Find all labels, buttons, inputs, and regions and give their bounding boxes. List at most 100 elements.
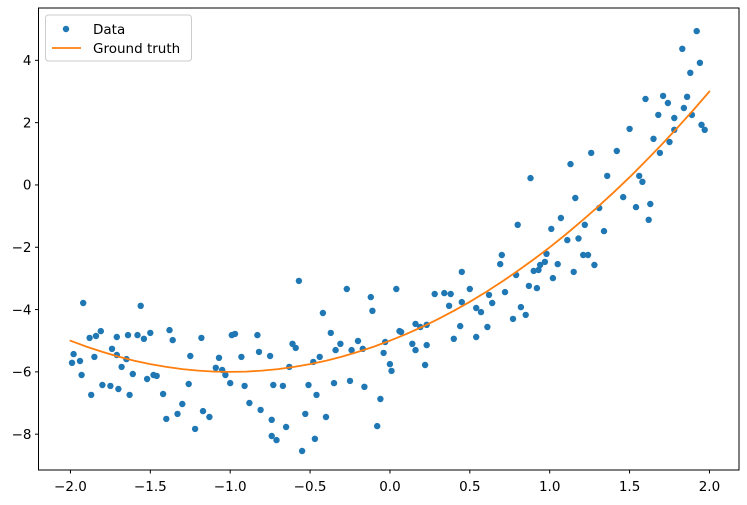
data-point: [656, 149, 664, 157]
data-point: [302, 410, 309, 418]
data-point: [498, 251, 505, 259]
data-point: [473, 333, 480, 341]
legend: Data Ground truth: [45, 14, 192, 62]
data-point: [485, 291, 493, 299]
data-point: [377, 395, 384, 403]
data-point: [664, 99, 672, 107]
data-point: [140, 335, 148, 342]
data-point: [332, 346, 339, 354]
data-point: [647, 200, 654, 208]
data-point: [199, 407, 207, 415]
data-point: [698, 121, 705, 128]
data-point: [88, 391, 95, 399]
data-point: [330, 379, 338, 387]
data-point: [701, 126, 708, 133]
legend-marker-dot: [62, 25, 70, 33]
data-point: [584, 251, 592, 259]
x-tick-label: 0.0: [379, 479, 400, 495]
data-point: [153, 372, 160, 380]
data-point: [412, 320, 419, 328]
x-tick-label: 1.5: [619, 479, 640, 495]
data-point: [169, 336, 176, 344]
data-point: [129, 370, 136, 378]
data-point: [113, 333, 121, 341]
data-point: [348, 346, 355, 354]
data-point: [666, 138, 673, 146]
data-point: [564, 236, 571, 244]
data-point: [636, 172, 643, 180]
x-axis: −2.0 −1.5 −1.0 −0.5 0.0 0.5 1.0 1.5 2.0: [54, 470, 720, 495]
y-axis: −8 −6 −4 −2 0 2 4: [12, 53, 39, 443]
data-point: [337, 340, 344, 347]
data-point: [680, 104, 688, 112]
data-point: [548, 225, 555, 233]
data-point: [679, 45, 686, 52]
data-point: [567, 160, 574, 168]
data-point: [78, 371, 85, 379]
data-point: [118, 363, 125, 371]
data-point: [369, 307, 376, 314]
data-point: [458, 268, 465, 276]
data-point: [166, 326, 173, 334]
data-point: [457, 322, 464, 330]
y-tick-label: −2: [12, 240, 32, 256]
data-point: [327, 329, 334, 337]
data-point: [86, 334, 93, 342]
data-point: [305, 381, 312, 389]
data-point: [126, 391, 133, 399]
data-point: [212, 364, 219, 371]
data-point: [374, 422, 381, 430]
data-point: [268, 432, 275, 440]
data-point: [683, 93, 691, 101]
data-point: [431, 290, 438, 298]
data-point: [626, 125, 633, 133]
data-point: [543, 250, 550, 257]
data-point: [554, 260, 561, 268]
data-point: [497, 260, 504, 268]
data-point: [645, 216, 652, 223]
plot-frame: [38, 7, 740, 471]
data-point: [91, 353, 98, 361]
data-point: [185, 380, 192, 388]
data-point: [108, 345, 116, 352]
data-point: [632, 203, 640, 211]
data-point: [268, 416, 275, 423]
data-point: [270, 381, 277, 389]
data-point: [159, 390, 167, 398]
data-point: [241, 382, 248, 390]
data-point: [393, 285, 400, 293]
data-point: [174, 410, 181, 418]
data-point: [489, 299, 496, 307]
data-point: [322, 413, 330, 421]
data-point: [450, 335, 457, 342]
y-tick-label: −6: [12, 365, 32, 381]
legend-box: [45, 14, 192, 62]
data-point: [696, 59, 704, 66]
x-tick-label: −1.5: [134, 479, 167, 495]
data-point: [97, 327, 105, 335]
data-point: [311, 435, 319, 442]
data-point: [238, 353, 245, 361]
data-point: [273, 436, 280, 444]
data-point: [313, 391, 320, 399]
data-point: [397, 328, 405, 336]
data-point: [76, 357, 84, 365]
data-point: [147, 329, 154, 337]
data-point: [254, 331, 261, 339]
data-point: [143, 375, 151, 383]
data-point: [473, 304, 480, 312]
data-point: [527, 174, 534, 182]
data-point: [282, 423, 290, 431]
data-point: [191, 425, 199, 433]
data-point: [163, 415, 170, 423]
data-point: [361, 383, 368, 390]
data-point: [68, 359, 76, 366]
data-point: [671, 114, 678, 122]
data-point: [255, 348, 263, 356]
data-point: [115, 385, 122, 393]
data-point: [343, 285, 350, 293]
data-point: [231, 330, 239, 338]
